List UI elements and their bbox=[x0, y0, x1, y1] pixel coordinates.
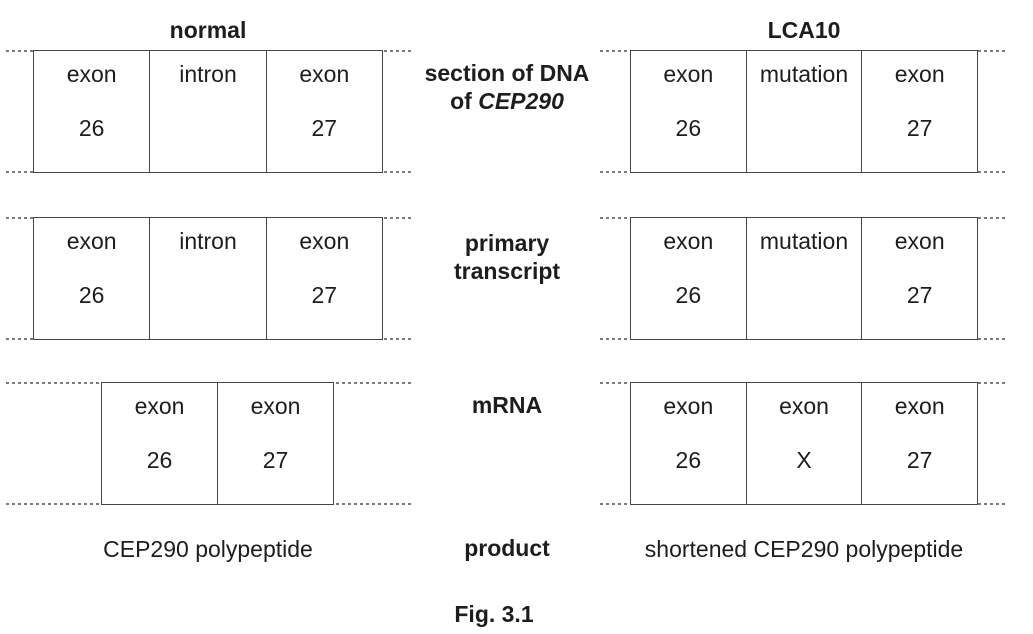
box-exon-26: exon 26 bbox=[631, 218, 746, 339]
row-label-mrna: mRNA bbox=[471, 392, 543, 418]
box-value: 26 bbox=[78, 282, 105, 308]
boxes-lca10-primary-transcript: exon 26 mutation exon 27 bbox=[630, 217, 978, 340]
box-label: exon bbox=[66, 228, 117, 254]
box-value: 27 bbox=[906, 115, 933, 141]
box-label: exon bbox=[663, 61, 714, 87]
box-mutation: mutation bbox=[745, 218, 862, 339]
box-exon-27: exon 27 bbox=[265, 51, 382, 172]
box-intron: intron bbox=[149, 51, 265, 172]
box-value: 27 bbox=[311, 115, 338, 141]
boxes-lca10-mrna: exon 26 exon X exon 27 bbox=[630, 382, 978, 505]
product-lca10: shortened CEP290 polypeptide bbox=[644, 536, 964, 562]
column-heading-normal: normal bbox=[169, 17, 247, 43]
box-exon-27: exon 27 bbox=[265, 218, 382, 339]
box-exon-27: exon 27 bbox=[217, 383, 333, 504]
row-label-section-of-dna: section of DNA of CEP290 bbox=[407, 59, 607, 115]
row-label-primary-transcript: primary transcript bbox=[407, 229, 607, 285]
box-value: 26 bbox=[146, 447, 173, 473]
box-exon-26: exon 26 bbox=[34, 51, 149, 172]
box-label: exon bbox=[663, 393, 714, 419]
box-label: mutation bbox=[759, 61, 849, 87]
box-label: exon bbox=[894, 228, 945, 254]
box-mutation: mutation bbox=[745, 51, 862, 172]
box-value: 27 bbox=[906, 282, 933, 308]
figure-caption: Fig. 3.1 bbox=[454, 601, 534, 627]
row-label-product: product bbox=[464, 535, 550, 561]
box-exon-27: exon 27 bbox=[861, 218, 977, 339]
box-label: mutation bbox=[759, 228, 849, 254]
box-label: exon bbox=[134, 393, 185, 419]
row-label-line: transcript bbox=[453, 258, 561, 284]
box-exon-26: exon 26 bbox=[631, 383, 746, 504]
box-value: 26 bbox=[675, 115, 702, 141]
box-label: exon bbox=[894, 393, 945, 419]
boxes-normal-primary-transcript: exon 26 intron exon 27 bbox=[33, 217, 383, 340]
box-label: intron bbox=[179, 228, 237, 254]
box-label: exon bbox=[299, 228, 350, 254]
box-value: 27 bbox=[906, 447, 933, 473]
box-intron: intron bbox=[149, 218, 265, 339]
gene-name: CEP290 bbox=[478, 88, 564, 114]
box-value: 26 bbox=[78, 115, 105, 141]
row-label-line: of CEP290 bbox=[407, 87, 607, 115]
row-label-line: primary bbox=[464, 230, 550, 256]
box-label: exon bbox=[250, 393, 301, 419]
box-exon-27: exon 27 bbox=[861, 383, 977, 504]
box-exon-26: exon 26 bbox=[34, 218, 149, 339]
box-exon-26: exon 26 bbox=[631, 51, 746, 172]
box-label: exon bbox=[663, 228, 714, 254]
row-label-prefix: of bbox=[450, 88, 479, 114]
box-exon-27: exon 27 bbox=[861, 51, 977, 172]
box-label: exon bbox=[894, 61, 945, 87]
box-label: exon bbox=[66, 61, 117, 87]
boxes-normal-mrna: exon 26 exon 27 bbox=[101, 382, 334, 505]
box-value: 27 bbox=[311, 282, 338, 308]
boxes-lca10-dna: exon 26 mutation exon 27 bbox=[630, 50, 978, 173]
box-label: intron bbox=[179, 61, 237, 87]
box-exon-26: exon 26 bbox=[102, 383, 217, 504]
box-label: exon bbox=[299, 61, 350, 87]
row-label-line: section of DNA bbox=[424, 60, 590, 86]
box-label: exon bbox=[779, 393, 829, 419]
box-exon-x: exon X bbox=[745, 383, 862, 504]
box-value: 26 bbox=[675, 282, 702, 308]
box-value: 27 bbox=[262, 447, 289, 473]
box-value: X bbox=[796, 447, 812, 473]
boxes-normal-dna: exon 26 intron exon 27 bbox=[33, 50, 383, 173]
box-value: 26 bbox=[675, 447, 702, 473]
product-normal: CEP290 polypeptide bbox=[103, 536, 313, 562]
column-heading-lca10: LCA10 bbox=[767, 17, 841, 43]
